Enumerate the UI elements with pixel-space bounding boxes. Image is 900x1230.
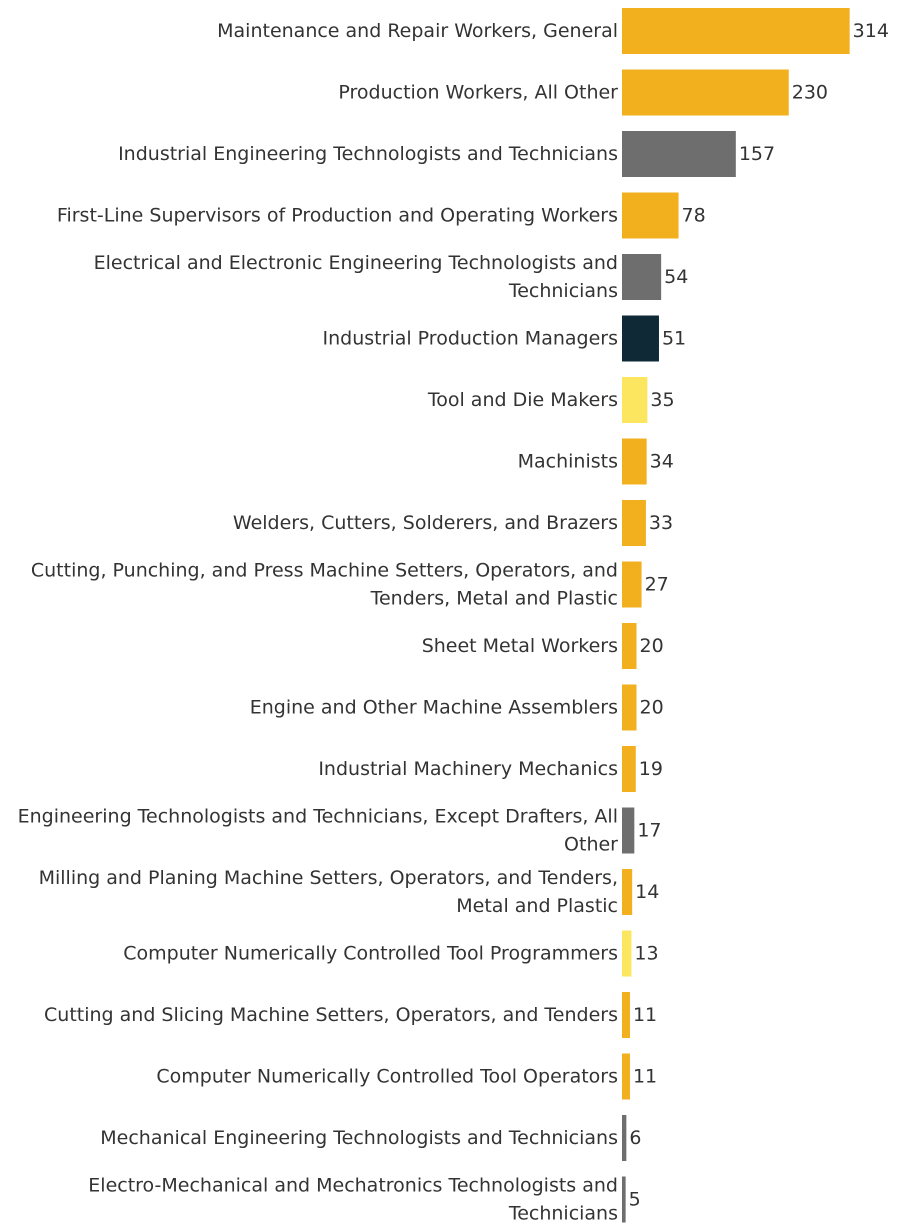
bar [622, 377, 648, 423]
category-label: Metal and Plastic [456, 895, 618, 917]
category-label: Cutting and Slicing Machine Setters, Ope… [44, 1004, 618, 1026]
category-label: Production Workers, All Other [338, 82, 618, 104]
bar [622, 684, 637, 731]
bar [622, 8, 850, 54]
data-label: 230 [792, 82, 828, 104]
data-label: 20 [640, 697, 664, 719]
bar [622, 930, 632, 977]
category-label: Computer Numerically Controlled Tool Ope… [156, 1066, 618, 1088]
bar [622, 192, 679, 239]
data-label: 13 [634, 943, 658, 965]
bar [622, 315, 659, 362]
category-label: First-Line Supervisors of Production and… [57, 205, 618, 227]
category-label: Tenders, Metal and Plastic [370, 588, 618, 610]
data-label: 27 [645, 574, 669, 596]
data-label: 54 [664, 266, 688, 288]
category-label: Electrical and Electronic Engineering Te… [94, 252, 618, 274]
data-label: 34 [650, 451, 674, 473]
bar [622, 807, 635, 854]
bar [622, 1176, 626, 1223]
bar [622, 131, 736, 177]
bar [622, 69, 789, 116]
category-label: Cutting, Punching, and Press Machine Set… [31, 560, 618, 582]
category-label: Industrial Production Managers [323, 328, 618, 350]
data-label: 51 [662, 328, 686, 350]
bar [622, 438, 647, 485]
category-label: Technicians [508, 280, 618, 302]
category-label: Electro-Mechanical and Mechatronics Tech… [88, 1175, 618, 1197]
category-label: Tool and Die Makers [427, 389, 618, 411]
data-label: 11 [633, 1066, 657, 1088]
data-label: 157 [739, 143, 775, 165]
bar [622, 254, 662, 300]
bar [622, 869, 633, 915]
data-label: 78 [682, 205, 706, 227]
bar [622, 561, 642, 608]
data-label: 11 [633, 1004, 657, 1026]
data-label: 314 [853, 20, 889, 42]
category-label: Engine and Other Machine Assemblers [250, 697, 618, 719]
data-label: 6 [629, 1127, 641, 1149]
category-label: Computer Numerically Controlled Tool Pro… [123, 943, 618, 965]
data-label: 35 [650, 389, 674, 411]
data-label: 33 [649, 512, 673, 534]
data-label: 5 [629, 1189, 641, 1211]
bar [622, 500, 646, 546]
category-label: Welders, Cutters, Solderers, and Brazers [233, 512, 618, 534]
category-label: Maintenance and Repair Workers, General [217, 20, 618, 42]
category-label: Industrial Engineering Technologists and… [118, 143, 618, 165]
category-label: Milling and Planing Machine Setters, Ope… [39, 867, 618, 889]
bar [622, 1053, 630, 1100]
category-label: Machinists [518, 451, 618, 473]
data-label: 20 [640, 635, 664, 657]
category-label: Industrial Machinery Mechanics [318, 758, 618, 780]
category-label: Sheet Metal Workers [422, 635, 618, 657]
category-label: Technicians [508, 1203, 618, 1225]
category-label: Engineering Technologists and Technician… [18, 806, 618, 828]
category-label: Mechanical Engineering Technologists and… [100, 1127, 618, 1149]
bar [622, 992, 630, 1038]
data-label: 17 [637, 820, 661, 842]
bar [622, 1115, 627, 1161]
data-label: 19 [639, 758, 663, 780]
data-label: 14 [635, 881, 659, 903]
bar [622, 746, 636, 792]
bar [622, 623, 637, 669]
category-label: Other [564, 834, 618, 856]
